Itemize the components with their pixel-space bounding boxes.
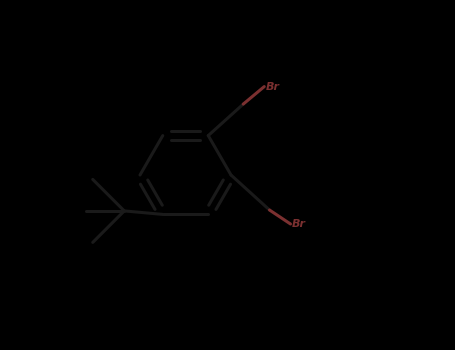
Text: Br: Br [266, 82, 280, 92]
Text: Br: Br [292, 219, 306, 229]
